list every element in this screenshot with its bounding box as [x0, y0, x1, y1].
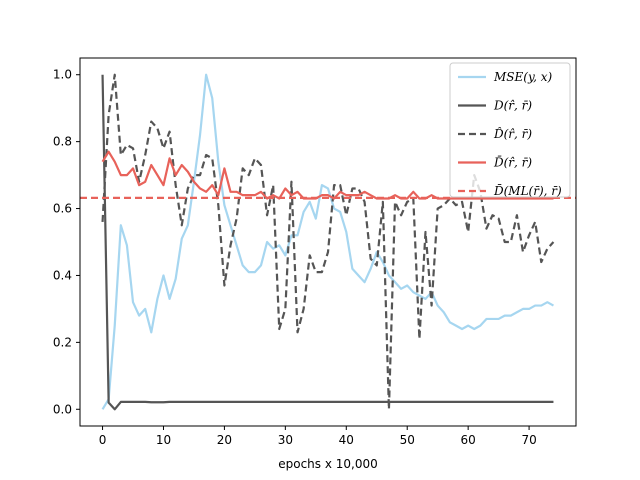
legend-label: MSE(y, x)	[493, 70, 553, 84]
legend-label: D̂(r̂, r̄)	[493, 126, 532, 141]
legend-label: D̄(r̂, r̄)	[493, 154, 532, 169]
x-tick-label: 40	[339, 433, 354, 447]
x-axis-label: epochs x 10,000	[278, 457, 378, 471]
y-tick-label: 0.2	[53, 335, 72, 349]
legend-label: D̄(ML(r̄), r̄)	[493, 183, 562, 198]
series-group	[101, 73, 554, 410]
series-line-0	[101, 73, 554, 410]
series-group	[101, 74, 554, 411]
y-tick-label: 0.0	[53, 402, 72, 416]
x-tick-label: 70	[521, 433, 536, 447]
y-tick-label: 0.8	[53, 135, 72, 149]
x-tick-label: 60	[461, 433, 476, 447]
y-tick-label: 0.6	[53, 202, 72, 216]
y-tick-label: 1.0	[53, 68, 72, 82]
x-tick-label: 30	[278, 433, 293, 447]
legend-label: D(r̂, r̄)	[493, 99, 532, 113]
y-tick-label: 0.4	[53, 268, 72, 282]
x-tick-label: 50	[400, 433, 415, 447]
plot-frame	[79, 57, 577, 427]
x-tick-label: 20	[217, 433, 232, 447]
x-tick-label: 0	[99, 433, 107, 447]
x-tick-label: 10	[156, 433, 171, 447]
series-line-1	[101, 74, 554, 411]
